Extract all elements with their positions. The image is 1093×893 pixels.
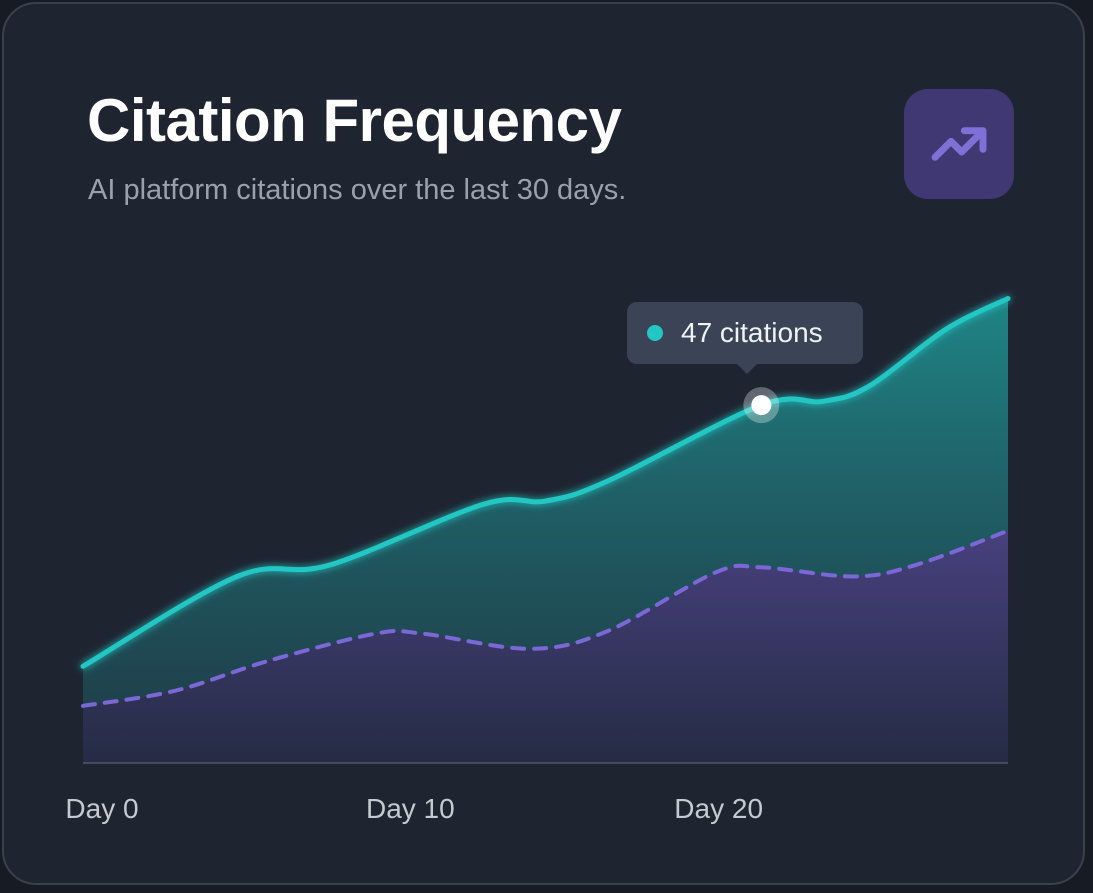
x-tick-label: Day 0 <box>65 793 138 824</box>
series-1-area <box>83 530 1008 763</box>
x-tick-label: Day 10 <box>366 793 455 824</box>
tooltip-text: 47 citations <box>681 317 823 348</box>
tooltip: 47 citations <box>627 302 863 374</box>
series-0-line <box>80 296 1011 669</box>
highlight-point[interactable] <box>751 395 772 416</box>
series-1-line <box>81 528 1010 708</box>
tooltip-dot <box>647 325 663 341</box>
subtitle: AI platform citations over the last 30 d… <box>88 174 627 206</box>
trending-up-icon <box>931 127 987 161</box>
page-title: Citation Frequency <box>87 87 622 154</box>
x-tick-label: Day 20 <box>674 793 763 824</box>
trending-button[interactable] <box>904 89 1014 199</box>
